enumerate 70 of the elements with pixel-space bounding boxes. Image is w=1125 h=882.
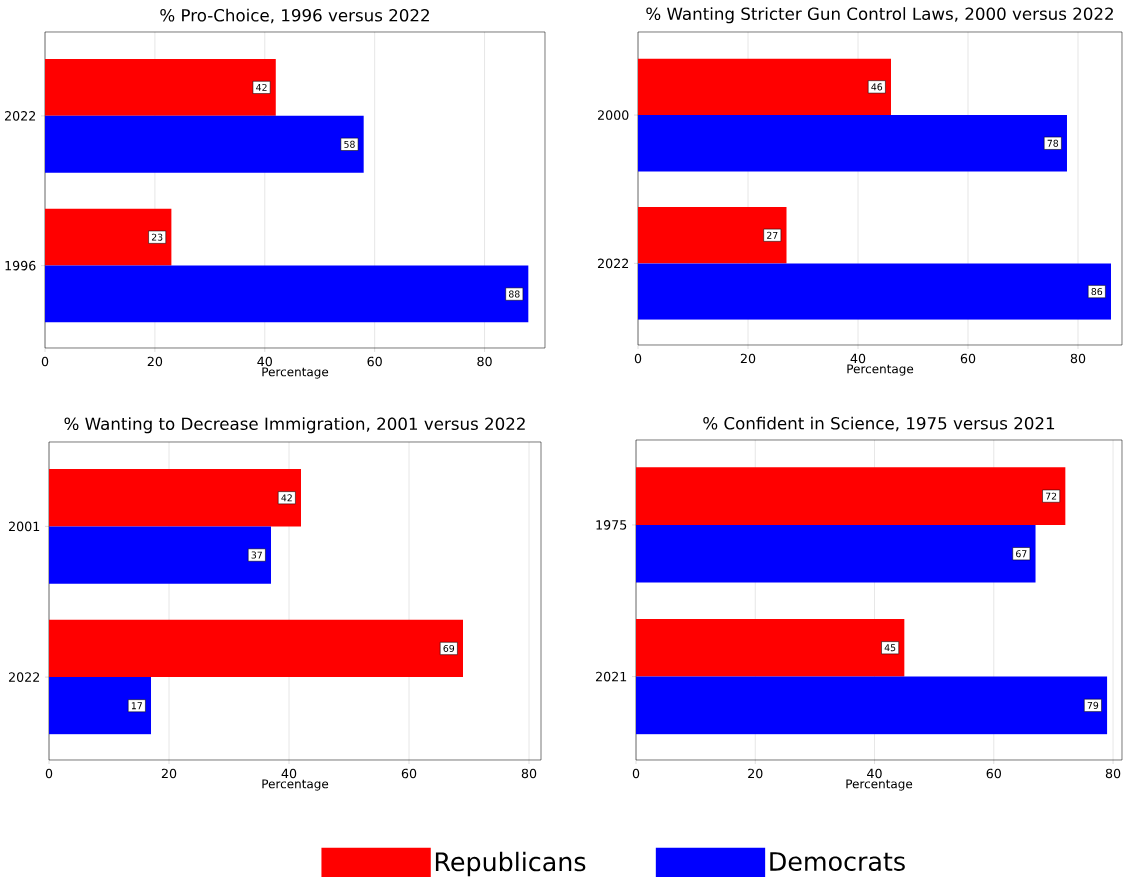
y-tick-label: 2000 — [597, 110, 629, 120]
y-tick-label: 1996 — [5, 260, 36, 271]
x-axis-title: Percentage — [262, 367, 329, 379]
chart-title: % Pro-Choice, 1996 versus 2022 — [160, 8, 429, 24]
y-tick-label: 1975 — [596, 520, 627, 530]
x-tick-label: 80 — [1070, 353, 1086, 364]
x-tick-label: 20 — [147, 356, 163, 367]
bar — [45, 208, 172, 266]
x-tick-label: 60 — [986, 768, 1001, 779]
data-label: 46 — [871, 83, 883, 91]
data-label: 78 — [1047, 139, 1059, 147]
data-label: 86 — [1091, 288, 1103, 296]
bar — [638, 58, 891, 116]
data-label: 37 — [251, 551, 262, 559]
x-tick-label: 60 — [367, 356, 382, 367]
bar — [638, 115, 1067, 172]
x-tick-label: 40 — [867, 768, 882, 779]
data-label: 88 — [509, 290, 520, 298]
x-tick-label: 0 — [634, 353, 642, 364]
x-tick-label: 40 — [850, 353, 866, 364]
y-tick-label: 2022 — [597, 258, 629, 269]
bar — [49, 677, 152, 735]
data-label: 58 — [344, 140, 355, 148]
bar — [45, 58, 276, 116]
x-axis-title: Percentage — [846, 779, 913, 791]
data-label: 79 — [1087, 701, 1099, 709]
x-tick-label: 20 — [161, 768, 177, 779]
bar — [45, 265, 529, 323]
x-tick-label: 0 — [45, 768, 53, 779]
chart-title: % Confident in Science, 1975 versus 2021 — [703, 416, 1055, 432]
data-label: 42 — [281, 494, 292, 502]
data-label: 42 — [256, 83, 267, 91]
x-axis-title: Percentage — [262, 779, 329, 791]
chart-title: % Wanting to Decrease Immigration, 2001 versus 2022 — [64, 417, 525, 434]
x-tick-label: 40 — [281, 768, 297, 779]
x-tick-label: 0 — [632, 768, 640, 779]
legend-label: Democrats — [770, 852, 905, 871]
y-tick-label: 2001 — [8, 521, 40, 532]
legend-label: Republicans — [435, 851, 586, 877]
data-label: 69 — [443, 644, 455, 652]
x-tick-label: 80 — [477, 356, 492, 367]
chart-title: % Wanting Stricter Gun Control Laws, 2000 versus 2022 — [646, 7, 1113, 24]
x-tick-label: 20 — [740, 353, 756, 364]
x-tick-label: 80 — [521, 768, 537, 779]
x-tick-label: 60 — [401, 768, 417, 779]
data-label: 45 — [884, 644, 896, 652]
y-tick-label: 2022 — [4, 111, 36, 121]
data-label: 67 — [1016, 550, 1027, 558]
bar — [49, 526, 272, 584]
data-label: 23 — [151, 233, 163, 241]
bar — [636, 524, 1036, 583]
bar — [636, 467, 1066, 525]
data-label: 72 — [1045, 492, 1057, 500]
x-tick-label: 60 — [960, 353, 976, 364]
x-axis-title: Percentage — [847, 364, 914, 376]
x-tick-label: 40 — [257, 356, 272, 367]
data-label: 27 — [767, 231, 778, 239]
bar — [636, 618, 905, 677]
x-tick-label: 80 — [1105, 768, 1121, 779]
data-label: 17 — [131, 702, 142, 710]
bar — [45, 115, 364, 173]
bar — [636, 676, 1108, 735]
y-tick-label: 2022 — [8, 672, 40, 682]
y-tick-label: 2021 — [595, 671, 627, 682]
bar — [49, 619, 463, 678]
bar — [49, 469, 301, 527]
x-tick-label: 0 — [41, 356, 49, 367]
x-tick-label: 20 — [748, 768, 763, 779]
bar — [638, 263, 1111, 320]
bar — [638, 207, 787, 264]
